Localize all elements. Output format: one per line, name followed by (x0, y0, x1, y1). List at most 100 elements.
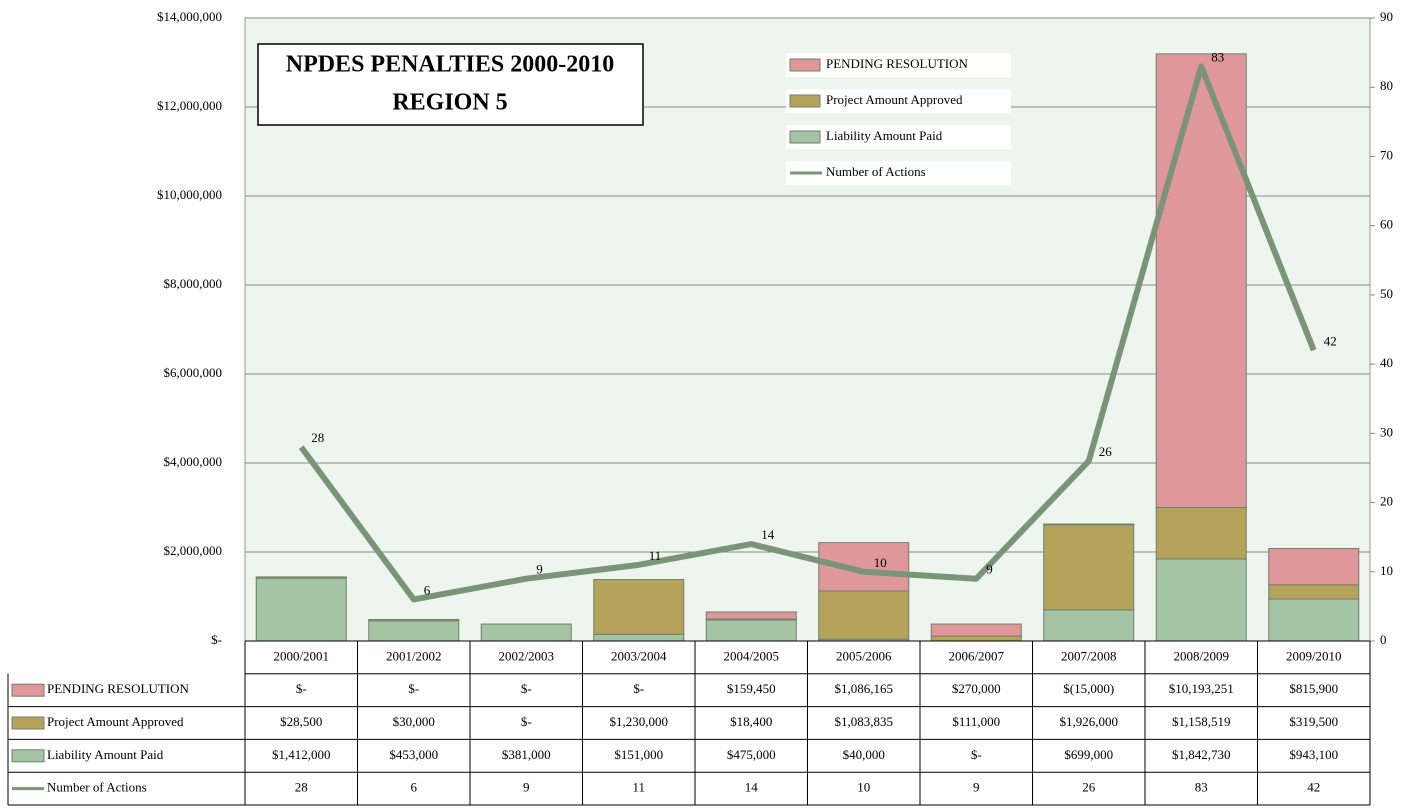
legend-swatch (789, 58, 821, 72)
table-cell: 83 (1195, 780, 1208, 795)
table-cell: 6 (411, 780, 418, 795)
legend-label: Number of Actions (826, 164, 926, 179)
data-label: 26 (1099, 444, 1113, 459)
bar-segment (593, 579, 685, 635)
table-cell: $(15,000) (1063, 681, 1114, 696)
y-tick-label: $6,000,000 (164, 365, 223, 380)
bar-segment (1043, 523, 1135, 526)
table-cell: $1,412,000 (272, 747, 331, 762)
table-cell: $- (521, 714, 532, 729)
table-cell: $1,230,000 (610, 714, 669, 729)
x-tick-label: 2005/2006 (836, 648, 892, 663)
table-cell: 11 (632, 780, 645, 795)
bar-segment (255, 577, 347, 642)
y2-tick-label: 20 (1380, 494, 1393, 509)
table-cell: $151,000 (614, 747, 663, 762)
table-cell: $270,000 (952, 681, 1001, 696)
y2-tick-label: 40 (1380, 355, 1393, 370)
table-cell: 14 (745, 780, 759, 795)
x-tick-label: 2007/2008 (1061, 648, 1117, 663)
table-cell: $- (296, 681, 307, 696)
legend-swatch (789, 94, 821, 108)
x-tick-label: 2000/2001 (273, 648, 329, 663)
y2-tick-label: 50 (1380, 286, 1393, 301)
title-box (257, 43, 644, 126)
bar-segment (705, 619, 797, 642)
table-cell: $453,000 (389, 747, 438, 762)
y-tick-label: $2,000,000 (164, 543, 223, 558)
table-cell: $- (633, 681, 644, 696)
bar-segment (1155, 53, 1247, 508)
bar-segment (255, 576, 347, 579)
table-cell: $1,842,730 (1172, 747, 1231, 762)
x-tick-label: 2009/2010 (1286, 648, 1342, 663)
table-row-label: Project Amount Approved (47, 714, 184, 729)
y-tick-label: $8,000,000 (164, 276, 223, 291)
line-series (298, 63, 1317, 603)
data-label: 14 (761, 527, 775, 542)
table-cell: $- (971, 747, 982, 762)
bar-segment (818, 590, 910, 640)
bar-segment (1268, 584, 1360, 600)
data-label: 83 (1211, 49, 1224, 64)
data-label: 28 (311, 430, 324, 445)
table-cell: $159,450 (727, 681, 776, 696)
table-cell: $28,500 (280, 714, 322, 729)
legend-bg (786, 125, 1011, 149)
table-cell: $943,100 (1289, 747, 1338, 762)
bar-segment (1043, 523, 1135, 611)
chart-title: NPDES PENALTIES 2000-2010 (286, 52, 615, 78)
table-row-label: PENDING RESOLUTION (47, 681, 190, 696)
data-label: 6 (424, 582, 431, 597)
bar-segment (1155, 506, 1247, 560)
table-cell: $10,193,251 (1169, 681, 1234, 696)
data-label: 10 (874, 555, 887, 570)
y2-tick-label: 0 (1380, 632, 1387, 647)
data-label: 42 (1324, 333, 1337, 348)
table-cell: $- (408, 681, 419, 696)
bar-segment (930, 623, 1022, 637)
table-cell: $30,000 (393, 714, 435, 729)
table-cell: $1,083,835 (835, 714, 894, 729)
y-tick-label: $14,000,000 (157, 9, 222, 24)
x-tick-label: 2003/2004 (611, 648, 667, 663)
table-swatch (11, 716, 45, 730)
table-cell: 9 (973, 780, 980, 795)
table-cell: $40,000 (843, 747, 885, 762)
table-cell: $18,400 (730, 714, 772, 729)
legend-label: Project Amount Approved (826, 92, 963, 107)
x-tick-label: 2001/2002 (386, 648, 442, 663)
data-label: 11 (649, 548, 662, 563)
legend-label: PENDING RESOLUTION (826, 56, 969, 71)
y-tick-label: $4,000,000 (164, 454, 223, 469)
table-cell: $319,500 (1289, 714, 1338, 729)
table-swatch (11, 749, 45, 763)
bar-segment (1155, 558, 1247, 642)
bar-segment (368, 620, 460, 642)
y2-tick-label: 10 (1380, 563, 1393, 578)
x-tick-label: 2008/2009 (1173, 648, 1229, 663)
table-cell: $475,000 (727, 747, 776, 762)
legend-bg (786, 161, 1011, 185)
y-tick-label: $10,000,000 (157, 187, 222, 202)
bar-segment (1043, 609, 1135, 642)
table-cell: $- (521, 681, 532, 696)
y2-tick-label: 90 (1380, 9, 1393, 24)
table-cell: 10 (857, 780, 870, 795)
bar-segment (480, 623, 572, 642)
data-label: 9 (536, 562, 543, 577)
table-cell: $381,000 (502, 747, 551, 762)
table-swatch (11, 683, 45, 697)
data-label: 9 (986, 562, 993, 577)
y2-tick-label: 70 (1380, 147, 1393, 162)
table-cell: $815,900 (1289, 681, 1338, 696)
table-cell: $1,926,000 (1060, 714, 1119, 729)
legend-bg (786, 89, 1011, 113)
table-cell: $1,158,519 (1172, 714, 1231, 729)
bar-segment (930, 635, 1022, 642)
bar-segment (593, 633, 685, 642)
y2-tick-label: 80 (1380, 78, 1393, 93)
legend-bg (786, 53, 1011, 77)
bar-segment (1268, 598, 1360, 642)
